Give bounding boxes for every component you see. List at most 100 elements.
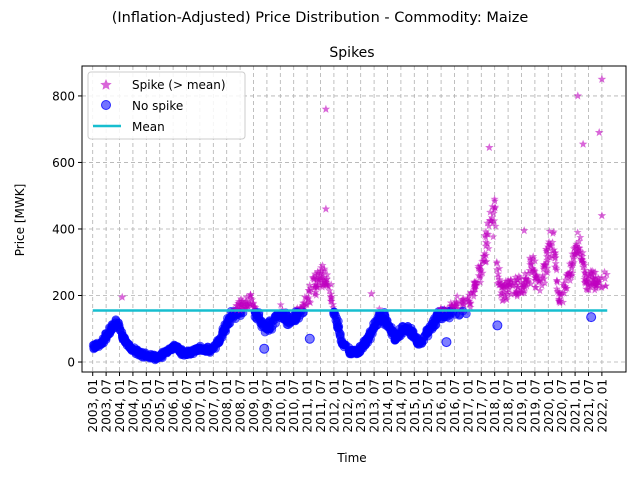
spike-point	[313, 283, 322, 291]
spike-point	[302, 293, 311, 302]
spike-point	[250, 303, 259, 312]
spike-point	[117, 292, 127, 301]
legend-spike-label: Spike (> mean)	[132, 78, 226, 92]
spike-point	[321, 278, 330, 287]
x-tick-label: 2019, 07	[528, 379, 542, 432]
spike-point	[542, 267, 551, 276]
spike-point	[493, 279, 502, 287]
spike-point	[541, 261, 550, 270]
spike-point	[436, 304, 445, 312]
spike-point	[465, 296, 474, 305]
x-tick-label: 2019, 01	[515, 379, 529, 432]
spike-point	[485, 143, 494, 152]
spike-point	[478, 268, 487, 277]
no-spike-point	[108, 320, 118, 329]
no-spike-point	[371, 322, 380, 331]
spike-point	[311, 269, 319, 278]
no-spike-point	[361, 339, 371, 348]
spike-point	[540, 278, 549, 287]
spike-point	[513, 283, 522, 291]
spike-point	[577, 255, 586, 263]
spike-point	[580, 278, 589, 286]
spike-point	[521, 269, 529, 277]
spike-point	[518, 282, 527, 291]
x-tick-label: 2012, 07	[341, 379, 355, 432]
spike-point	[321, 204, 331, 213]
x-tick-label: 2007, 01	[193, 379, 207, 432]
spike-point	[520, 286, 529, 295]
spike-point	[524, 276, 533, 285]
spike-point	[249, 299, 258, 307]
spike-point	[321, 104, 331, 113]
spike-point	[582, 284, 591, 293]
legend-nospike-icon	[101, 100, 111, 110]
spike-point	[246, 290, 255, 298]
spike-point	[576, 251, 585, 259]
spike-point	[532, 270, 541, 279]
spike-point	[500, 288, 508, 296]
spike-point	[531, 276, 539, 284]
no-spike-point	[172, 342, 182, 351]
spike-point	[311, 287, 320, 296]
x-tick-label: 2014, 01	[381, 379, 395, 432]
spike-point	[547, 251, 556, 260]
x-tick-label: 2003, 07	[100, 379, 114, 432]
spike-point	[242, 293, 251, 301]
spike-point	[299, 302, 308, 310]
spike-point	[440, 305, 449, 313]
spike-point	[446, 298, 455, 307]
spike-point	[495, 264, 504, 272]
x-tick-label: 2020, 07	[555, 379, 569, 432]
x-tick-label: 2014, 07	[394, 379, 408, 432]
no-spike-point	[98, 339, 107, 348]
spike-point	[522, 275, 531, 283]
spike-point	[479, 256, 488, 265]
spike-point	[484, 230, 493, 238]
spike-point	[232, 301, 241, 310]
spike-point	[588, 270, 597, 279]
spike-point	[506, 275, 515, 284]
spike-point	[490, 205, 499, 214]
spike-point	[510, 277, 519, 286]
y-tick-label: 400	[52, 222, 75, 236]
spike-point	[463, 295, 472, 304]
spike-point	[503, 290, 512, 298]
spike-point	[329, 303, 338, 312]
spike-point	[538, 271, 547, 279]
spike-point	[452, 297, 460, 305]
spike-point	[487, 216, 496, 225]
spike-point	[276, 300, 285, 309]
spike-point	[507, 290, 516, 298]
x-tick-label: 2004, 07	[126, 379, 140, 432]
no-spike-point	[334, 322, 344, 331]
spike-point	[515, 287, 524, 296]
spike-point	[325, 286, 334, 295]
x-tick-label: 2021, 01	[569, 379, 583, 432]
spike-point	[597, 74, 607, 83]
no-spike-point	[336, 332, 345, 341]
spike-point	[305, 297, 314, 306]
spike-point	[547, 241, 556, 250]
spike-point	[492, 257, 501, 266]
spike-point	[594, 274, 603, 282]
spike-point	[578, 258, 587, 266]
spike-point	[553, 276, 561, 284]
spike-point	[466, 303, 475, 311]
spike-point	[559, 281, 568, 289]
spike-point	[543, 263, 552, 272]
spike-point	[302, 300, 311, 308]
spike-point	[567, 258, 576, 267]
spike-point	[481, 242, 490, 250]
spike-point	[456, 298, 465, 307]
spike-point	[318, 283, 327, 291]
spike-point	[236, 302, 245, 310]
spike-point	[545, 227, 554, 235]
spike-point	[578, 248, 587, 257]
spike-point	[493, 265, 501, 274]
spike-point	[551, 248, 560, 257]
x-tick-label: 2011, 07	[314, 379, 328, 432]
no-spike-point	[384, 321, 394, 331]
spike-point	[575, 237, 584, 245]
spike-point	[487, 213, 496, 221]
spike-point	[375, 304, 384, 313]
